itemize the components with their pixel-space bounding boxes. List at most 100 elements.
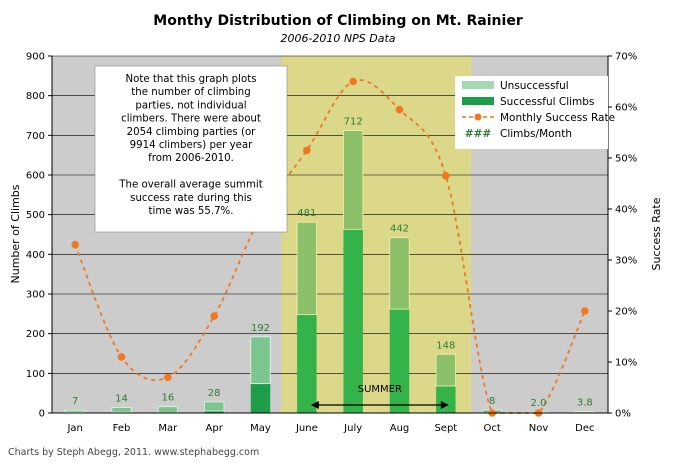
- bar-successful-apr: [204, 411, 224, 413]
- total-label-sept: 148: [436, 340, 455, 351]
- y2-tick-label-0: 0%: [615, 409, 631, 420]
- note-line-0: Note that this graph plots: [126, 74, 257, 85]
- legend-label-successful: Successful Climbs: [500, 96, 594, 108]
- legend-label-unsuccessful: Unsuccessful: [500, 80, 569, 92]
- y-tick-label-400: 400: [26, 250, 45, 261]
- total-label-oct: 8: [489, 396, 495, 407]
- y2-tick-label-4: 40%: [615, 205, 637, 216]
- bar-unsuccessful-aug: [389, 237, 410, 310]
- total-label-mar: 16: [161, 393, 174, 404]
- success-rate-point-apr: [210, 312, 218, 320]
- x-tick-label-dec: Dec: [575, 423, 594, 434]
- total-label-aug: 442: [390, 224, 409, 235]
- summer-label: SUMMER: [358, 384, 402, 395]
- success-rate-point-dec: [581, 307, 589, 315]
- success-rate-point-feb: [117, 353, 126, 361]
- bar-unsuccessful-june: [296, 221, 317, 316]
- bar-unsuccessful-may: [250, 336, 271, 385]
- note-line-3: climbers. There were about: [121, 114, 261, 125]
- legend-swatch-successful: [462, 97, 494, 105]
- success-rate-curve: [74, 79, 586, 414]
- bar-unsuccessful-sept: [435, 353, 456, 387]
- x-tick-label-sept: Sept: [434, 423, 457, 434]
- bar-unsuccessful-apr: [204, 401, 225, 412]
- note-line-5: 9914 climbers) per year: [130, 140, 253, 151]
- y2-tick-label-2: 20%: [615, 307, 637, 318]
- bars-group: [65, 130, 595, 414]
- note-line-1: the number of climbing: [131, 87, 250, 98]
- y2-tick-label-1: 10%: [615, 358, 637, 369]
- total-label-nov: 2.0: [531, 398, 547, 409]
- y-tick-label-800: 800: [26, 91, 45, 102]
- x-tick-label-jan: Jan: [66, 423, 82, 434]
- y-ticks: 0 100 200 300 400 500 600 700 800 900: [26, 52, 52, 420]
- total-label-dec: 3.8: [577, 397, 593, 408]
- legend-label-climbs-month: Climbs/Month: [500, 128, 572, 140]
- bar-unsuccessful-feb: [111, 407, 132, 413]
- y-tick-label-500: 500: [26, 210, 45, 221]
- success-rate-point-aug: [395, 105, 404, 114]
- summer-marker: SUMMER: [310, 384, 449, 409]
- y-tick-label-100: 100: [26, 369, 45, 380]
- note-line-10: time was 55.7%.: [149, 206, 234, 217]
- y-tick-label-900: 900: [26, 52, 45, 63]
- y-tick-label-200: 200: [26, 329, 45, 340]
- y2-tick-label-3: 30%: [615, 256, 637, 267]
- summer-arrowhead-left: [310, 401, 319, 409]
- total-label-feb: 14: [115, 393, 128, 404]
- y2-tick-label-7: 70%: [615, 52, 637, 63]
- note-text: Note that this graph plots the number of …: [118, 74, 262, 217]
- x-tick-label-apr: Apr: [206, 423, 224, 434]
- total-label-june: 481: [297, 208, 316, 219]
- y-tick-label-600: 600: [26, 171, 45, 182]
- note-box: Note that this graph plots the number of …: [94, 65, 288, 233]
- y2-axis-label: Success Rate: [650, 197, 663, 270]
- total-labels: 7 14 16 28 192 481 712 442 148 8 2.0 3.8: [72, 117, 593, 410]
- x-tick-label-june: June: [295, 423, 318, 434]
- total-label-may: 192: [251, 323, 270, 334]
- total-label-jan: 7: [72, 396, 78, 407]
- legend-swatch-unsuccessful: [462, 81, 494, 89]
- legend-label-success-rate: Monthly Success Rate: [500, 112, 615, 124]
- x-tick-label-oct: Oct: [484, 423, 501, 434]
- y-tick-label-300: 300: [26, 290, 45, 301]
- note-line-2: parties, not individual: [135, 100, 246, 111]
- x-tick-label-mar: Mar: [158, 423, 178, 434]
- chart-subtitle: 2006-2010 NPS Data: [280, 32, 395, 45]
- bar-successful-may: [250, 383, 271, 413]
- x-tick-label-nov: Nov: [529, 423, 549, 434]
- bar-unsuccessful-jan: [65, 409, 86, 413]
- chart-title: Monthy Distribution of Climbing on Mt. R…: [153, 13, 523, 29]
- y-tick-label-700: 700: [26, 131, 45, 142]
- bar-successful-sept: [436, 386, 456, 413]
- credit-text: Charts by Steph Abegg, 2011. www.stephab…: [8, 447, 259, 458]
- success-rate-point-sept: [442, 172, 450, 180]
- legend: Unsuccessful Successful Climbs Monthly S…: [455, 76, 615, 149]
- success-rate-point-mar: [164, 373, 172, 382]
- x-tick-label-aug: Aug: [390, 423, 410, 434]
- x-tick-label-july: July: [343, 423, 362, 434]
- bar-successful-june: [297, 314, 317, 413]
- total-label-apr: 28: [208, 388, 221, 399]
- note-line-9: success rate during this: [130, 193, 252, 204]
- note-line-6: from 2006-2010.: [148, 153, 234, 164]
- bar-successful-aug: [389, 309, 410, 413]
- y-tick-label-0: 0: [39, 409, 45, 420]
- summer-arrowhead-right: [440, 401, 449, 409]
- success-rate-point-june: [303, 146, 311, 155]
- success-rate-point-jan: [71, 240, 79, 249]
- y-axis-label: Number of Climbs: [9, 184, 22, 283]
- total-label-july: 712: [344, 117, 363, 128]
- note-box-background: [94, 65, 288, 233]
- legend-marker-success-rate: [474, 113, 482, 121]
- bar-unsuccessful-mar: [157, 406, 178, 414]
- legend-hash-symbol: ###: [465, 128, 492, 140]
- y2-tick-label-5: 50%: [615, 154, 637, 165]
- bar-successful-july: [343, 229, 363, 413]
- y2-ticks: 0% 10% 20% 30% 40% 50% 60% 70%: [608, 52, 637, 420]
- x-tick-label-may: May: [250, 423, 271, 434]
- y2-tick-label-6: 60%: [615, 103, 637, 114]
- note-line-4: 2054 climbing parties (or: [127, 127, 257, 138]
- x-tick-label-feb: Feb: [113, 423, 131, 434]
